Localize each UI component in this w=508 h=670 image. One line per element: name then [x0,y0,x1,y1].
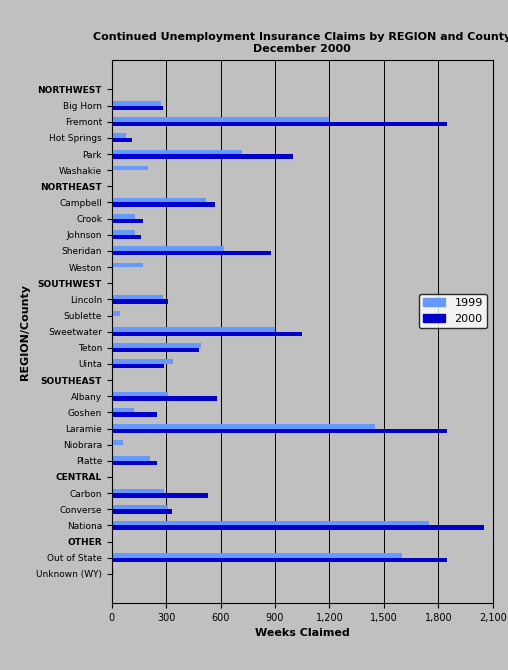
Bar [112,525,484,530]
Bar [112,263,143,267]
Bar [112,392,168,396]
Y-axis label: REGION/County: REGION/County [20,283,30,380]
Legend: 1999, 2000: 1999, 2000 [419,293,487,328]
Bar [112,505,168,509]
Bar [112,117,330,122]
Bar [112,214,135,218]
Bar [112,359,173,364]
Bar [112,332,302,336]
Bar [112,101,161,106]
Bar [112,230,135,234]
Bar [112,138,132,143]
Bar [112,408,134,412]
Bar [112,456,150,461]
Bar [112,412,157,417]
Bar [112,165,148,170]
Bar [112,364,165,368]
Bar [112,348,199,352]
Bar [112,424,375,429]
Bar [112,311,120,316]
Bar [112,488,165,493]
Bar [112,327,275,332]
Bar [112,299,168,304]
Bar [112,202,215,207]
Bar [112,122,448,127]
X-axis label: Weeks Claimed: Weeks Claimed [255,628,350,639]
Bar [112,343,201,348]
Bar [112,461,157,466]
Bar [112,493,208,498]
Bar [112,251,271,255]
Bar [112,440,122,445]
Bar [112,557,448,562]
Bar [112,234,141,239]
Bar [112,553,402,557]
Bar [112,149,242,154]
Bar [112,521,429,525]
Bar [112,106,163,110]
Bar [112,154,293,159]
Bar [112,295,163,299]
Bar [112,509,172,514]
Bar [112,429,448,433]
Bar [112,133,126,138]
Bar [112,218,143,223]
Title: Continued Unemployment Insurance Claims by REGION and County
December 2000: Continued Unemployment Insurance Claims … [93,32,508,54]
Bar [112,247,224,251]
Bar [112,198,206,202]
Bar [112,570,114,574]
Bar [112,396,217,401]
